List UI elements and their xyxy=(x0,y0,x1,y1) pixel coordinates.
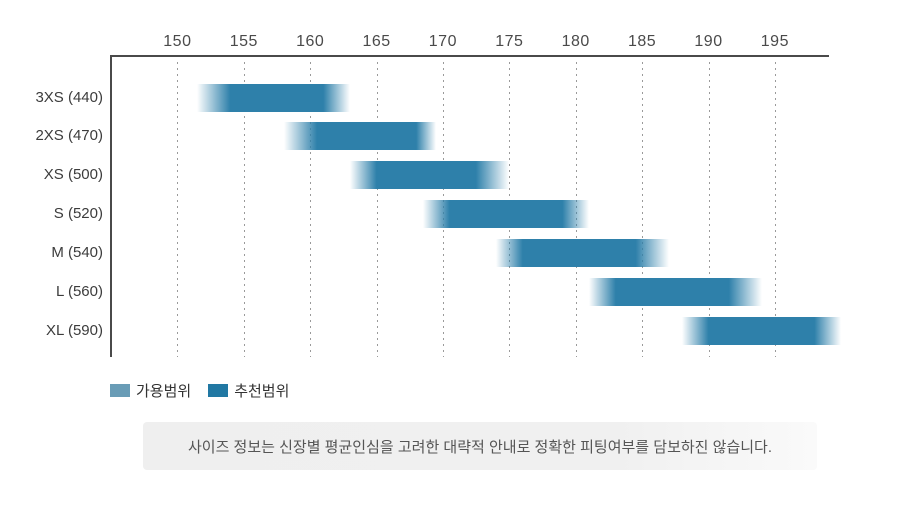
legend: 가용범위 추천범위 xyxy=(110,380,289,401)
gridline xyxy=(642,62,644,357)
category-label: M (540) xyxy=(51,243,103,261)
x-tick-label: 175 xyxy=(495,33,524,50)
category-label: L (560) xyxy=(56,282,103,300)
gridline xyxy=(774,62,776,357)
range-bar xyxy=(197,83,350,112)
category-label: XL (590) xyxy=(46,321,103,339)
range-bar xyxy=(496,238,669,267)
range-bar xyxy=(589,277,762,306)
x-tick-label: 180 xyxy=(561,33,590,50)
y-axis-line xyxy=(110,55,112,357)
x-tick-label: 155 xyxy=(229,33,258,50)
footer-note-box: 사이즈 정보는 신장별 평균인심을 고려한 대략적 안내로 정확한 피팅여부를 … xyxy=(143,422,817,470)
x-tick-label: 195 xyxy=(760,33,789,50)
x-axis-line xyxy=(111,55,829,57)
legend-label: 가용범위 xyxy=(136,383,192,400)
gridline xyxy=(310,62,312,357)
x-tick-label: 170 xyxy=(428,33,457,50)
range-bar xyxy=(423,200,589,228)
x-tick-label: 150 xyxy=(163,33,192,50)
x-tick-label: 160 xyxy=(296,33,325,50)
category-label: XS (500) xyxy=(43,166,103,184)
range-bar xyxy=(681,316,842,345)
gridline xyxy=(177,62,179,357)
available-range-swatch-icon xyxy=(110,384,130,397)
legend-label: 추천범위 xyxy=(234,383,290,400)
recommended-range-swatch-icon xyxy=(208,384,229,397)
legend-item-available: 가용범위 xyxy=(110,380,191,401)
footer-note: 사이즈 정보는 신장별 평균인심을 고려한 대략적 안내로 정확한 피팅여부를 … xyxy=(187,438,773,456)
legend-item-recommended: 추천범위 xyxy=(208,380,289,401)
category-label: S (520) xyxy=(53,205,103,222)
x-tick-label: 190 xyxy=(694,33,723,50)
category-label: 3XS (440) xyxy=(35,88,103,106)
range-bar xyxy=(350,161,510,190)
category-label: 2XS (470) xyxy=(35,127,103,145)
range-bar xyxy=(283,122,437,151)
gridline xyxy=(376,62,378,357)
gridline xyxy=(708,62,710,357)
x-tick-label: 185 xyxy=(627,33,657,50)
x-tick-label: 165 xyxy=(362,33,391,50)
gridline xyxy=(243,62,245,357)
chart-plot xyxy=(111,56,842,357)
